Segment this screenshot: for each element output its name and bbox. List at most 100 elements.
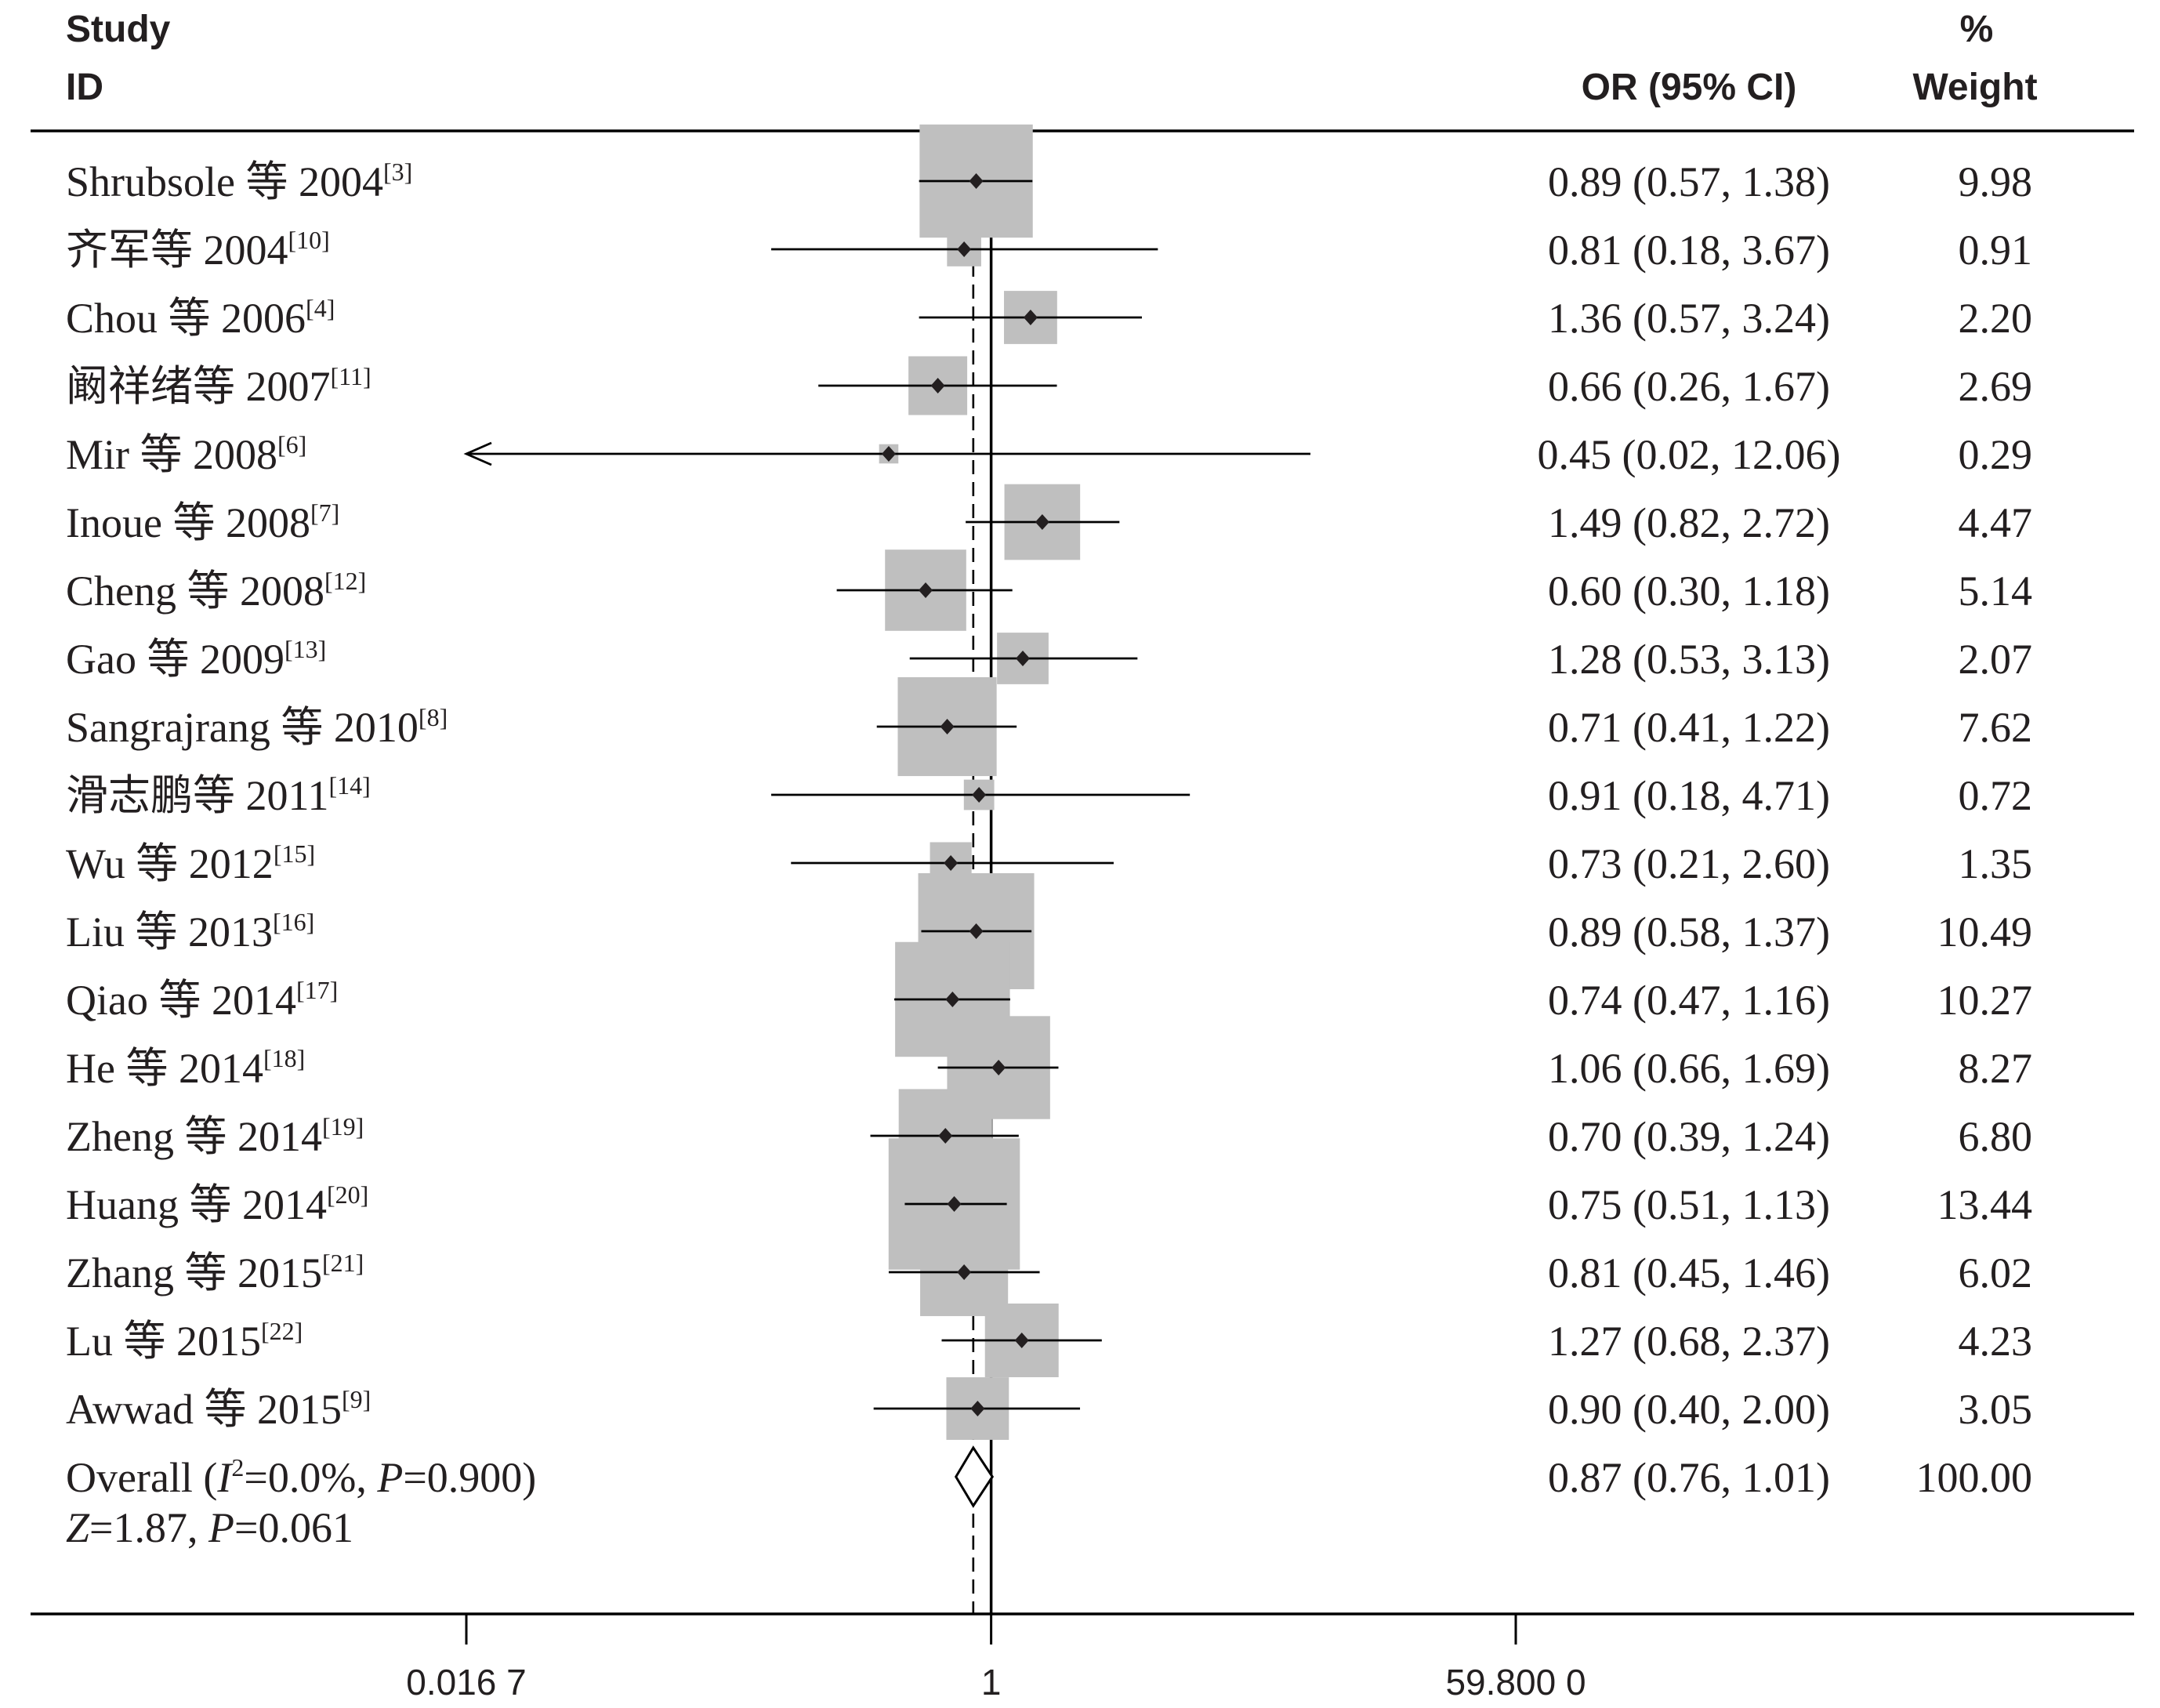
overall-or-ci-value: 0.87 (0.76, 1.01) <box>1548 1454 1830 1501</box>
point-estimate-marker <box>930 378 945 393</box>
or-ci-value: 0.89 (0.58, 1.37) <box>1548 908 1830 956</box>
or-ci-value: 0.81 (0.18, 3.67) <box>1548 227 1830 274</box>
or-ci-value: 0.70 (0.39, 1.24) <box>1548 1113 1830 1160</box>
study-reference: [20] <box>327 1180 368 1209</box>
point-estimate-marker <box>972 787 987 803</box>
or-ci-value: 0.91 (0.18, 4.71) <box>1548 772 1830 819</box>
study-reference: [15] <box>274 839 315 868</box>
study-label: Zhang 等 2015[21] <box>66 1249 364 1296</box>
label-part: P <box>208 1504 234 1551</box>
or-ci-values: 0.89 (0.57, 1.38) 0.81 (0.18, 3.67) 1.36 (… <box>1538 158 1841 1501</box>
study-label: He 等 2014[18] <box>66 1044 305 1092</box>
study-label: Lu 等 2015[22] <box>66 1317 303 1365</box>
weight-value: 8.27 <box>1959 1045 2033 1092</box>
study-reference: [19] <box>322 1112 364 1140</box>
study-name: Mir 等 2008 <box>66 431 277 478</box>
study-name: 阚祥绪等 2007 <box>66 363 331 410</box>
overall-label: Overall (I2=0.0%, P=0.900) <box>66 1453 536 1501</box>
study-label: Chou 等 2006[4] <box>66 294 335 342</box>
x-tick-label: 0.016 7 <box>406 1662 526 1703</box>
or-ci-value: 0.89 (0.57, 1.38) <box>1548 158 1830 205</box>
study-label: 齐军等 2004[10] <box>66 226 330 274</box>
study-reference: [22] <box>261 1317 303 1345</box>
study-reference: [4] <box>306 294 335 322</box>
label-part: Z <box>66 1504 90 1551</box>
point-estimate-marker <box>970 1401 985 1416</box>
point-estimate-marker <box>969 923 984 939</box>
study-label: Huang 等 2014[20] <box>66 1180 368 1228</box>
label-part: I <box>216 1454 234 1501</box>
or-ci-value: 0.60 (0.30, 1.18) <box>1548 568 1830 615</box>
weight-value: 10.49 <box>1937 908 2033 956</box>
study-name: Inoue 等 2008 <box>66 499 310 546</box>
study-label: Cheng 等 2008[12] <box>66 567 366 615</box>
study-label: 阚祥绪等 2007[11] <box>66 362 371 410</box>
or-ci-value: 1.36 (0.57, 3.24) <box>1548 295 1830 342</box>
study-label: Awwad 等 2015[9] <box>66 1385 371 1433</box>
weight-value: 2.07 <box>1959 636 2033 683</box>
weight-value: 0.72 <box>1959 772 2033 819</box>
or-ci-value: 0.81 (0.45, 1.46) <box>1548 1249 1830 1296</box>
weight-value: 3.05 <box>1959 1386 2033 1433</box>
point-estimate-marker <box>945 992 960 1007</box>
weight-value: 6.80 <box>1959 1113 2033 1160</box>
label-part: =0.061 <box>234 1504 353 1551</box>
point-estimate-marker <box>938 1128 953 1144</box>
overall-diamond <box>954 1445 995 1508</box>
study-name: Cheng 等 2008 <box>66 568 324 615</box>
weight-value: 2.20 <box>1959 295 2033 342</box>
study-label: Shrubsole 等 2004[3] <box>66 158 412 205</box>
study-reference: [21] <box>322 1249 364 1277</box>
header-percent: % <box>1960 9 1994 50</box>
label-part: Overall ( <box>66 1454 217 1501</box>
study-labels: Shrubsole 等 2004[3] 齐军等 2004[10] Chou 等 20… <box>66 158 536 1551</box>
point-estimates <box>881 173 1049 1508</box>
x-tick-label: 59.800 0 <box>1445 1662 1586 1703</box>
study-name: Shrubsole 等 2004 <box>66 158 383 205</box>
point-estimate-marker <box>947 1196 962 1212</box>
or-ci-value: 0.45 (0.02, 12.06) <box>1538 431 1841 478</box>
point-estimate-marker <box>969 173 984 189</box>
weight-value: 13.44 <box>1937 1181 2033 1228</box>
label-part: P <box>376 1454 403 1501</box>
header-id: ID <box>66 67 103 108</box>
weight-value: 4.47 <box>1959 499 2033 546</box>
point-estimate-marker <box>1035 514 1049 530</box>
study-reference: [8] <box>419 703 448 731</box>
study-reference: [3] <box>383 158 412 186</box>
study-name: 齐军等 2004 <box>66 227 288 274</box>
study-reference: [10] <box>288 226 330 254</box>
point-estimate-marker <box>957 241 972 257</box>
study-name: Huang 等 2014 <box>66 1181 327 1228</box>
study-label: Sangrajrang 等 2010[8] <box>66 703 448 751</box>
or-ci-value: 1.28 (0.53, 3.13) <box>1548 636 1830 683</box>
or-ci-value: 1.27 (0.68, 2.37) <box>1548 1318 1830 1365</box>
weight-value: 1.35 <box>1959 840 2033 887</box>
or-ci-value: 0.74 (0.47, 1.16) <box>1548 977 1830 1024</box>
label-superscript: 2 <box>231 1453 244 1481</box>
weight-value: 2.69 <box>1959 363 2033 410</box>
study-name: Qiao 等 2014 <box>66 977 296 1024</box>
weight-value: 0.91 <box>1959 227 2033 274</box>
point-estimate-marker <box>1014 1333 1029 1348</box>
weight-value: 9.98 <box>1959 158 2033 205</box>
study-reference: [18] <box>263 1044 305 1072</box>
study-name: Lu 等 2015 <box>66 1318 261 1365</box>
study-name: Wu 等 2012 <box>66 840 274 887</box>
weight-value: 4.23 <box>1959 1318 2033 1365</box>
weight-value: 6.02 <box>1959 1249 2033 1296</box>
study-label: Qiao 等 2014[17] <box>66 976 338 1024</box>
or-ci-value: 0.73 (0.21, 2.60) <box>1548 840 1830 887</box>
study-name: Awwad 等 2015 <box>66 1386 342 1433</box>
point-estimate-marker <box>944 855 959 871</box>
study-reference: [7] <box>310 499 339 527</box>
study-reference: [12] <box>324 567 366 595</box>
header-weight: Weight <box>1912 67 2037 108</box>
study-name: 滑志鹏等 2011 <box>66 772 329 819</box>
point-estimate-marker <box>940 719 955 734</box>
ci-arrow <box>463 441 492 466</box>
study-label: Inoue 等 2008[7] <box>66 499 339 546</box>
point-estimate-marker <box>881 446 896 462</box>
